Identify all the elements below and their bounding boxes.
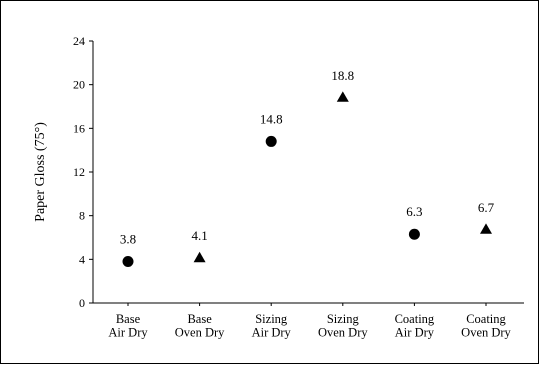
data-point-triangle	[193, 251, 206, 263]
x-tick-label: Air Dry	[108, 326, 148, 340]
data-point-circle	[408, 228, 420, 240]
x-tick-label: Base	[187, 312, 212, 326]
y-tick-label: 16	[73, 121, 85, 135]
y-ticks: 0 4 8 12 16 20 24	[73, 34, 93, 310]
y-tick-label: 0	[79, 296, 85, 310]
x-tick-label: Base	[116, 312, 141, 326]
x-tick-label: Air Dry	[252, 326, 292, 340]
data-label: 18.8	[331, 68, 354, 83]
data-point-triangle	[480, 223, 492, 234]
y-tick-label: 24	[73, 34, 85, 48]
y-tick-label: 12	[73, 165, 85, 179]
y-tick-label: 8	[79, 209, 85, 223]
axes	[92, 41, 524, 304]
data-label: 3.8	[120, 232, 136, 247]
x-tick-label: Oven Dry	[175, 326, 225, 340]
data-label: 6.7	[478, 200, 495, 215]
data-label: 6.3	[406, 204, 422, 219]
data-point-circle	[122, 256, 134, 268]
x-tick-label: Oven Dry	[461, 326, 511, 340]
x-tick-label: Sizing	[327, 312, 360, 326]
data-point-triangle	[336, 91, 349, 102]
x-tick-label: Sizing	[255, 312, 288, 326]
y-axis-title: Paper Gloss (75°)	[33, 122, 48, 222]
x-tick-label: Coating	[395, 312, 435, 326]
data-labels: 3.8 4.1 14.8 18.8 6.3 6.7	[120, 68, 495, 247]
data-points	[122, 91, 492, 268]
y-tick-label: 4	[79, 252, 85, 266]
x-tick-label: Coating	[466, 312, 506, 326]
x-tick-label: Oven Dry	[318, 326, 368, 340]
data-label: 14.8	[260, 111, 283, 126]
x-tick-label: Air Dry	[395, 326, 435, 340]
data-label: 4.1	[191, 228, 207, 243]
data-point-circle	[265, 135, 277, 147]
y-tick-label: 20	[73, 78, 85, 92]
